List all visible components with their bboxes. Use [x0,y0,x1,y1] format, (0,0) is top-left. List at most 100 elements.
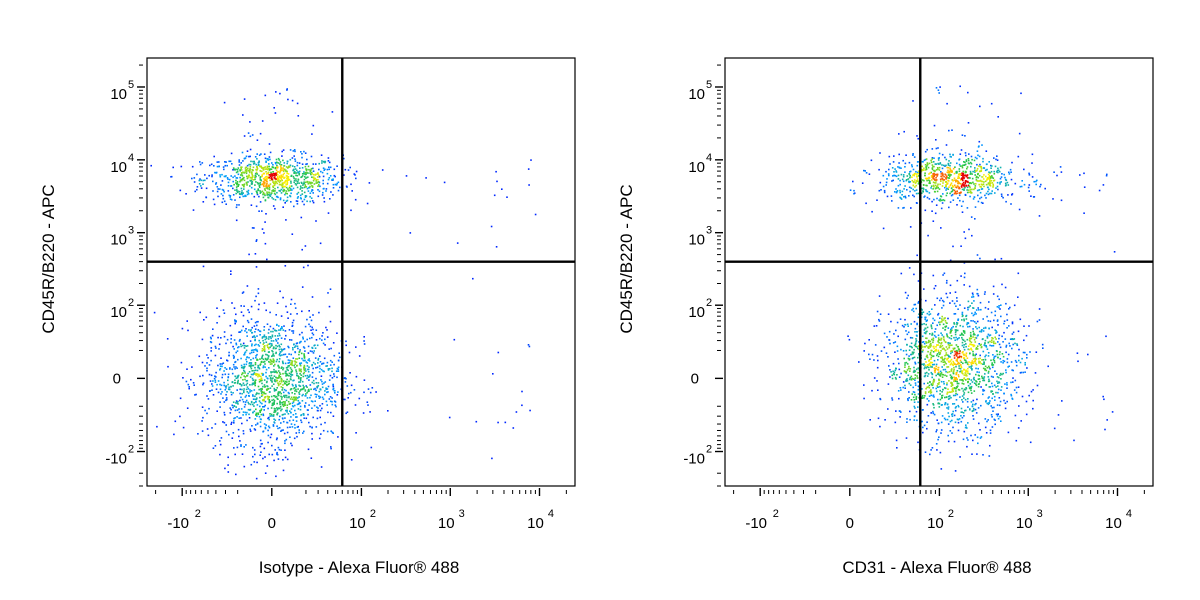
event-point [304,184,307,186]
event-point [303,198,306,201]
event-point [952,189,954,191]
event-point [261,336,264,338]
event-point [283,325,285,327]
event-point [278,374,281,377]
event-point [286,179,289,182]
event-point [307,409,309,411]
event-point [358,397,361,400]
event-point [906,333,909,336]
event-point [307,172,309,174]
event-point [917,385,920,387]
event-point [235,177,238,179]
event-point [271,173,274,176]
event-point [896,447,898,449]
event-point [941,391,943,393]
event-point [938,381,940,384]
event-point [871,353,874,356]
event-point [946,348,949,350]
event-point [938,92,940,94]
event-point [320,170,322,173]
event-point [243,188,245,190]
event-point [331,367,333,370]
event-point [277,370,280,372]
event-point [954,313,957,315]
event-point [266,165,269,168]
event-point [282,405,285,407]
event-point [276,377,278,379]
event-point [962,380,964,382]
event-point [937,187,939,189]
event-point [945,164,947,167]
event-point [283,189,286,192]
event-point [957,346,959,348]
event-point [248,413,250,416]
event-point [231,381,234,384]
event-point [284,442,286,445]
event-point [956,204,958,206]
event-point [354,174,356,176]
event-point [954,380,957,382]
event-point [295,416,297,418]
event-point [318,190,321,193]
event-point [910,187,913,189]
event-point [327,411,329,414]
event-point [976,371,978,373]
event-point [238,435,240,438]
event-point [272,205,275,207]
event-point [265,178,267,181]
event-point [915,340,917,343]
event-point [263,345,265,348]
event-point [231,368,234,371]
event-point [885,170,887,173]
event-point [289,359,291,362]
event-point [1059,166,1062,168]
event-point [883,346,886,349]
event-point [311,376,314,378]
event-point [910,353,912,356]
event-point [270,433,273,436]
event-point [936,419,938,421]
event-point [973,321,976,323]
event-point [891,180,893,182]
event-point [914,363,917,365]
event-point [985,175,987,178]
event-point [971,369,973,371]
event-point [265,358,267,360]
event-point [242,342,245,345]
event-point [264,392,267,395]
event-point [941,318,943,320]
event-point [316,393,318,396]
event-point [303,386,305,388]
event-point [267,398,269,400]
event-point [292,419,295,421]
event-point [987,308,990,310]
event-point [955,392,957,395]
event-point [280,327,282,330]
event-point [282,173,284,176]
event-point [288,353,290,355]
event-point [337,436,339,438]
event-point [242,401,245,403]
event-point [895,170,897,172]
event-point [267,167,270,170]
event-point [310,394,312,397]
event-point [963,415,965,417]
event-point [279,169,282,172]
event-point [309,384,312,386]
event-point [980,331,983,333]
event-point [924,332,927,335]
event-point [276,451,278,454]
event-point [248,362,251,365]
event-point [259,388,262,390]
event-point [925,342,928,344]
event-point [196,188,198,191]
event-point [1012,377,1014,379]
event-point [996,353,999,356]
event-point [272,185,275,188]
event-point [923,159,926,162]
event-point [933,182,936,184]
event-point [472,277,474,280]
event-point [984,368,986,370]
event-point [268,398,271,401]
event-point [938,353,941,355]
